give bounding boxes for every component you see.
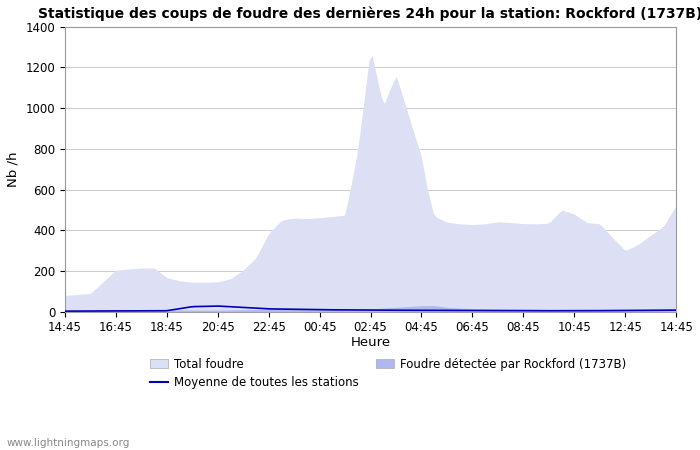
Text: www.lightningmaps.org: www.lightningmaps.org xyxy=(7,438,130,448)
Y-axis label: Nb /h: Nb /h xyxy=(7,152,20,187)
Title: Statistique des coups de foudre des dernières 24h pour la station: Rockford (173: Statistique des coups de foudre des dern… xyxy=(38,7,700,22)
X-axis label: Heure: Heure xyxy=(351,336,391,349)
Legend: Total foudre, Moyenne de toutes les stations, Foudre détectée par Rockford (1737: Total foudre, Moyenne de toutes les stat… xyxy=(150,358,626,389)
